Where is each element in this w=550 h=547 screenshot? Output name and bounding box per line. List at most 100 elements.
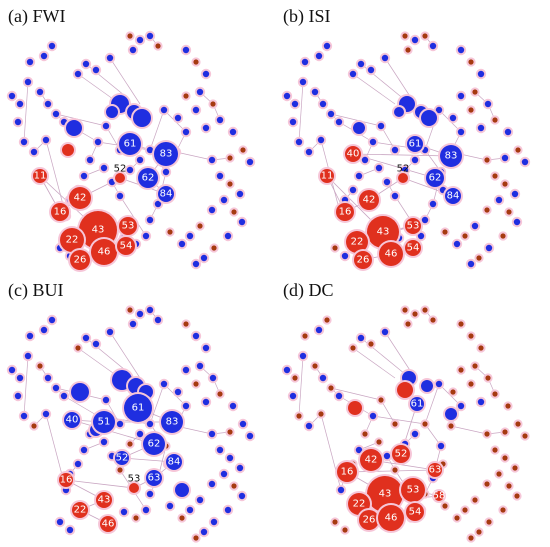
node-blue [142, 506, 150, 514]
node-blue [52, 384, 60, 392]
edge [175, 151, 213, 161]
node-blue [182, 366, 190, 374]
node-46 [378, 505, 404, 531]
node-blue [283, 92, 291, 100]
node-blue [100, 438, 108, 446]
node-blue [82, 60, 90, 68]
node-brown [402, 307, 408, 313]
panel-isi: 61 83 40 62 84 52 42 16 11 43 53 22 26 46 54 (b) ISI [275, 0, 550, 273]
node-label-53: 53 [407, 221, 420, 232]
node-52 [115, 451, 129, 465]
node-brown [193, 59, 199, 65]
node-blue [196, 362, 204, 370]
node-62 [426, 169, 444, 187]
node-blue [246, 158, 254, 166]
edge [298, 81, 304, 143]
node-blue [457, 402, 465, 410]
node-blue [229, 402, 237, 410]
node-label-84: 84 [160, 189, 173, 200]
node-84 [158, 186, 174, 202]
node-blue [381, 328, 389, 336]
node-blue [236, 464, 244, 472]
node-blue [136, 430, 144, 438]
node-label-61: 61 [411, 399, 424, 410]
node-52 [115, 173, 125, 183]
node-brown [127, 441, 133, 447]
node-brown [318, 411, 324, 417]
node-blue [208, 480, 216, 488]
node-red [348, 401, 362, 415]
node-blue [16, 100, 24, 108]
node-blue [44, 100, 52, 108]
edge [330, 387, 382, 401]
node-84 [166, 454, 182, 470]
node-blue [295, 138, 303, 146]
node-brown [179, 515, 185, 521]
node-brown [496, 471, 502, 477]
node-blue [116, 192, 124, 200]
node-62 [143, 433, 165, 455]
node-blue [106, 54, 114, 62]
node-blue [495, 196, 503, 204]
edge [149, 383, 165, 425]
node-blue [60, 392, 68, 400]
node-blue [116, 420, 124, 428]
node-label-58: 58 [433, 491, 446, 502]
node-42 [360, 449, 382, 471]
node-43 [96, 492, 112, 508]
node-brown [484, 157, 490, 163]
node-label-61: 61 [409, 139, 422, 150]
node-brown [500, 507, 506, 513]
node-label-40: 40 [66, 415, 79, 426]
node-brown [484, 207, 490, 213]
panel-dc: 61 52 42 63 16 43 53 58 22 54 26 46 (d) DC [275, 274, 550, 547]
node-blue [42, 410, 50, 418]
node-blue [216, 446, 224, 454]
node-blue [327, 110, 335, 118]
node-blue [357, 334, 365, 342]
node-brown [514, 493, 520, 499]
network-graph-isi: 61 83 40 62 84 52 42 16 11 43 53 22 26 46 54 [281, 31, 531, 271]
edge [424, 383, 440, 425]
node-label-62: 62 [148, 439, 161, 450]
node-label-53: 53 [407, 485, 420, 496]
node-blue [40, 326, 48, 334]
node-label-84: 84 [168, 457, 181, 468]
edge [330, 113, 382, 127]
node-brown [127, 307, 133, 313]
node-22 [346, 231, 368, 253]
node-brown [486, 519, 492, 525]
node-blue [209, 374, 217, 382]
node-blue [16, 374, 24, 382]
node-brown [484, 431, 490, 437]
node-blue [80, 446, 88, 454]
node-blue [421, 216, 429, 224]
node-blue [511, 190, 519, 198]
node-brown [422, 307, 428, 313]
node-blue [383, 178, 391, 186]
node-blue [289, 118, 297, 126]
node-label-83: 83 [160, 149, 173, 160]
node-46 [100, 516, 116, 532]
node-brown [342, 527, 348, 533]
node-blue [102, 122, 110, 130]
node-blue [445, 408, 457, 420]
node-blue [349, 70, 357, 78]
node-blue [30, 148, 38, 156]
node-blue [142, 232, 150, 240]
node-blue [160, 380, 168, 388]
node-blue [56, 518, 64, 526]
node-blue [437, 442, 445, 450]
node-blue [92, 66, 100, 74]
node-blue [477, 124, 485, 132]
node-blue [14, 118, 22, 126]
node-brown [405, 47, 411, 53]
node-blue [14, 392, 22, 400]
node-label-52: 52 [114, 164, 127, 175]
panel-bui: 61 83 51 40 62 52 84 63 53 16 43 22 46 (c) BUI [0, 274, 275, 547]
node-label-42: 42 [363, 195, 376, 206]
node-blue [66, 526, 74, 534]
node-brown [468, 107, 474, 113]
node-blue [182, 46, 190, 54]
node-brown [442, 503, 448, 509]
